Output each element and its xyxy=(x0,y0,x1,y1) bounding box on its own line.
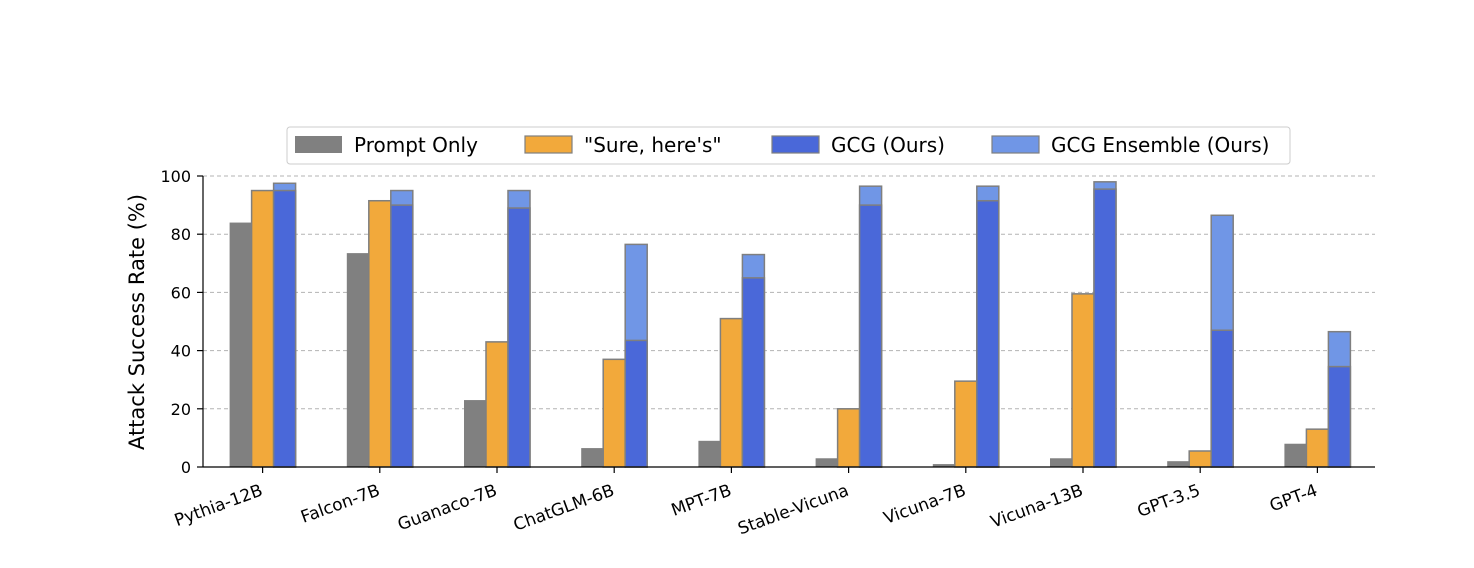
bar-gcg xyxy=(976,199,1000,468)
legend-label: "Sure, here's" xyxy=(584,133,722,157)
x-tick-label: ChatGLM-6B xyxy=(511,481,617,536)
bar-gcg xyxy=(1210,329,1234,468)
bar-gcg xyxy=(1093,188,1117,468)
legend-label: GCG Ensemble (Ours) xyxy=(1051,133,1269,157)
axes xyxy=(202,176,1375,468)
bar-prompt-only xyxy=(698,440,721,467)
legend: Prompt Only "Sure, here's" GCG (Ours) GCG E… xyxy=(286,126,1291,165)
bar-gcg xyxy=(624,339,648,468)
bars xyxy=(229,181,1352,468)
bar-prompt-only xyxy=(464,400,486,467)
bar-sure-heres xyxy=(954,380,978,468)
bar-prompt-only xyxy=(1050,458,1072,467)
bar-sure-heres xyxy=(1305,428,1330,468)
x-tick-label: GPT-3.5 xyxy=(1135,481,1203,522)
bar-prompt-only xyxy=(815,458,838,467)
bar-sure-heres xyxy=(602,358,626,468)
legend-swatch xyxy=(771,135,820,154)
x-tick-label: Pythia-12B xyxy=(172,481,266,531)
bar-sure-heres xyxy=(1188,450,1212,468)
bar-prompt-only xyxy=(346,253,369,467)
bar-sure-heres xyxy=(485,341,509,468)
bar-prompt-only xyxy=(932,464,955,467)
bar-prompt-only xyxy=(1167,461,1190,467)
x-tick-label: Stable-Vicuna xyxy=(735,481,851,540)
bar-sure-heres xyxy=(368,199,392,468)
bar-sure-heres xyxy=(719,317,744,468)
x-tick-label: MPT-7B xyxy=(669,481,734,521)
bar-sure-heres xyxy=(1071,293,1095,468)
bar-gcg xyxy=(507,207,531,468)
y-tick-label: 80 xyxy=(171,225,191,244)
y-tick-label: 60 xyxy=(171,283,191,302)
grid-lines xyxy=(203,175,1375,410)
bar-prompt-only xyxy=(1284,443,1307,467)
y-tick-label: 40 xyxy=(171,342,191,361)
y-tick-label: 100 xyxy=(160,167,191,186)
y-ticks: 0 20 40 60 80 100 xyxy=(160,167,203,477)
x-tick-label: Vicuna-13B xyxy=(988,481,1086,533)
bar-gcg xyxy=(1327,365,1352,468)
x-tick-label: Guanaco-7B xyxy=(395,481,500,535)
y-tick-label: 20 xyxy=(171,400,191,419)
x-tick-label: Vicuna-7B xyxy=(881,481,969,529)
bar-gcg xyxy=(741,277,766,468)
legend-label: GCG (Ours) xyxy=(831,133,945,157)
bar-gcg xyxy=(272,189,297,468)
bar-sure-heres xyxy=(250,189,275,468)
x-tick-label: GPT-4 xyxy=(1267,481,1320,517)
legend-label: Prompt Only xyxy=(354,133,478,157)
bar-gcg xyxy=(858,204,883,468)
bar-sure-heres xyxy=(836,408,861,468)
bar-prompt-only xyxy=(229,222,252,467)
legend-swatch xyxy=(295,136,342,153)
legend-swatch xyxy=(991,135,1040,154)
x-ticks: Pythia-12B Falcon-7B Guanaco-7B ChatGLM-6B M… xyxy=(172,467,1320,539)
bar-prompt-only xyxy=(581,448,604,467)
y-axis-label: Attack Success Rate (%) xyxy=(125,194,149,450)
bar-gcg xyxy=(390,204,414,468)
x-tick-label: Falcon-7B xyxy=(298,481,382,528)
legend-swatch xyxy=(524,135,573,154)
y-tick-label: 0 xyxy=(181,458,191,477)
